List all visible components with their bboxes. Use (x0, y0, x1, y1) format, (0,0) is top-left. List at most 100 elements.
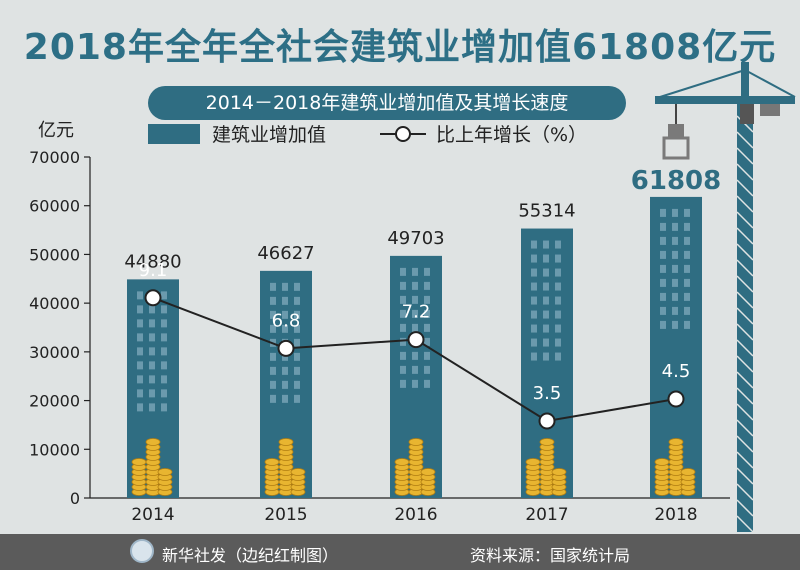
bar-window (400, 323, 406, 332)
crane-lattice (736, 211, 754, 229)
crane-lattice (736, 355, 754, 373)
bar-window (555, 338, 561, 347)
bar-window (543, 254, 549, 263)
x-tick-label: 2015 (264, 505, 307, 525)
bar-window (282, 310, 288, 319)
bar-window (149, 389, 155, 398)
bar-window (400, 309, 406, 318)
bar-window (400, 337, 406, 346)
crane-lattice (736, 227, 754, 245)
bar-window-pattern (531, 240, 561, 361)
bar-window (400, 281, 406, 290)
bar-window (684, 264, 690, 273)
crane-lattice (736, 483, 754, 501)
bar-window (543, 240, 549, 249)
bar-window (660, 264, 666, 273)
bar-window (161, 361, 167, 370)
bar-window (684, 292, 690, 301)
y-tick-label: 70000 (29, 148, 80, 167)
bar-window (137, 389, 143, 398)
legend-bar-label: 建筑业增加值 (212, 124, 326, 146)
growth-marker (277, 339, 295, 357)
bar-window (660, 278, 666, 287)
bar-window (684, 250, 690, 259)
legend-line-label: 比上年增长（%） (436, 124, 587, 146)
legend-bar-swatch (148, 124, 200, 144)
crane-lattice (736, 195, 754, 213)
bar-window (660, 236, 666, 245)
bar-window (137, 403, 143, 412)
y-tick-label: 20000 (29, 392, 80, 411)
bar-window (294, 310, 300, 319)
bar-window (531, 254, 537, 263)
bar-window (424, 323, 430, 332)
bar-window (672, 208, 678, 217)
bar-window (672, 264, 678, 273)
growth-value-label: 4.5 (662, 361, 691, 382)
bar-window (137, 361, 143, 370)
crane-lattice (736, 243, 754, 261)
bar-window (282, 394, 288, 403)
crane-lattice (736, 515, 754, 533)
bar-window (294, 352, 300, 361)
crane-cab (740, 104, 754, 124)
crane-cable (659, 69, 746, 98)
bar-window (543, 324, 549, 333)
bar-window (149, 305, 155, 314)
bar-window (424, 309, 430, 318)
bar-window-pattern (660, 208, 690, 329)
bar-window (161, 319, 167, 328)
x-tick-label: 2014 (131, 505, 174, 525)
bar-window (555, 282, 561, 291)
crane-lattice (736, 371, 754, 389)
bar-window (282, 296, 288, 305)
bar-window (294, 282, 300, 291)
bar-window (684, 278, 690, 287)
bar-window (161, 333, 167, 342)
xinhua-logo-icon (130, 539, 154, 563)
crane-lattice (736, 419, 754, 437)
crane-lattice (736, 435, 754, 453)
bar-window (270, 296, 276, 305)
crane-illustration (655, 62, 796, 533)
bar-window (161, 305, 167, 314)
bar-window (660, 320, 666, 329)
coin (654, 458, 670, 466)
bar-window (294, 324, 300, 333)
coin (145, 438, 161, 446)
bar-window (424, 295, 430, 304)
bar-window (531, 324, 537, 333)
bar-window (684, 306, 690, 315)
chart-subtitle: 2014－2018年建筑业增加值及其增长速度 (148, 86, 626, 120)
bar-window (555, 268, 561, 277)
bar-window (137, 333, 143, 342)
chart-canvas: 亿元 0 10000 20000 30000 40000 50000 60000 70000 建筑… (29, 62, 796, 533)
footer-bar: 新华社发（边纪红制图） 资料来源：国家统计局 (0, 534, 800, 570)
crane-lattice (736, 259, 754, 277)
bar-window (137, 305, 143, 314)
bar-window (149, 347, 155, 356)
coin-stack-icon (264, 438, 306, 496)
growth-marker (538, 412, 556, 430)
y-tick-label: 50000 (29, 245, 80, 264)
growth-value-label: 6.8 (272, 310, 301, 331)
bar-window (412, 365, 418, 374)
coin (278, 438, 294, 446)
crane-lattice (736, 291, 754, 309)
crane-lattice (736, 467, 754, 485)
bar-window (543, 296, 549, 305)
crane-hook-block (668, 124, 684, 138)
crane-mast (741, 62, 749, 98)
coin (408, 438, 424, 446)
bar-window (270, 366, 276, 375)
bar-window (137, 347, 143, 356)
bar-window (543, 352, 549, 361)
bar-window (424, 379, 430, 388)
bar-window (660, 222, 666, 231)
legend: 建筑业增加值 比上年增长（%） (148, 124, 587, 146)
growth-marker (667, 390, 685, 408)
bar-value-label: 44880 (124, 251, 181, 272)
bar-value-label: 49703 (387, 228, 444, 249)
bar-window (400, 351, 406, 360)
crane-lattice (736, 307, 754, 325)
